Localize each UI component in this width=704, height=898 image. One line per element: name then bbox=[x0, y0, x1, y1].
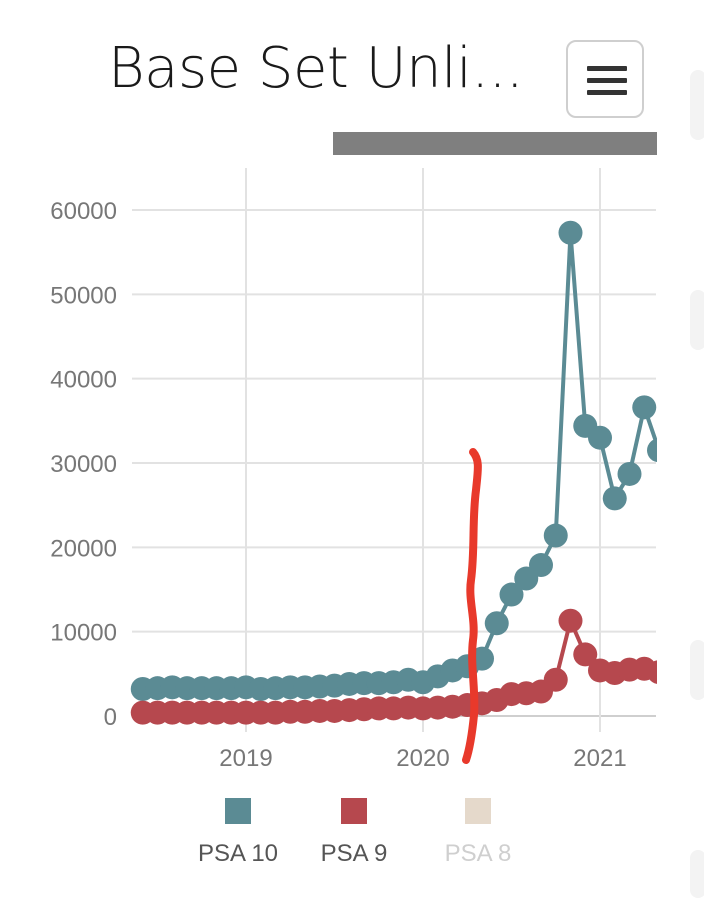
legend-swatch-psa-10 bbox=[225, 798, 251, 824]
plot-clip-mask bbox=[657, 160, 687, 740]
edge-shadow bbox=[690, 70, 704, 140]
data-point[interactable] bbox=[573, 642, 598, 667]
data-point[interactable] bbox=[529, 553, 553, 578]
x-tick-label: 2020 bbox=[396, 745, 449, 772]
legend-label-psa-9: PSA 9 bbox=[320, 840, 388, 867]
data-point[interactable] bbox=[588, 425, 612, 450]
series-psa-10 bbox=[130, 220, 671, 702]
y-tick-label: 60000 bbox=[50, 198, 117, 225]
data-point[interactable] bbox=[484, 611, 509, 636]
x-tick-label: 2021 bbox=[573, 745, 626, 772]
y-tick-label: 30000 bbox=[50, 451, 117, 478]
series-psa-9 bbox=[130, 608, 671, 725]
legend-swatch-psa-8 bbox=[465, 798, 491, 824]
y-tick-label: 0 bbox=[104, 704, 117, 731]
y-tick-label: 40000 bbox=[50, 367, 117, 394]
legend-swatch-psa-9 bbox=[341, 798, 367, 824]
data-point[interactable] bbox=[558, 608, 583, 633]
legend-item-psa-8[interactable]: PSA 8 bbox=[438, 798, 518, 868]
edge-shadow bbox=[690, 290, 704, 350]
legend-label-psa-8: PSA 8 bbox=[444, 840, 512, 867]
data-point[interactable] bbox=[543, 667, 568, 692]
range-scrollbar[interactable] bbox=[333, 132, 657, 155]
legend-item-psa-10[interactable]: PSA 10 bbox=[178, 798, 298, 868]
page-title: Base Set Unli... bbox=[108, 36, 524, 101]
edge-shadow bbox=[690, 850, 704, 898]
hand-drawn-annotation-line bbox=[462, 448, 482, 764]
legend-label-psa-10: PSA 10 bbox=[197, 840, 279, 867]
x-axis-ticks: 2019 2020 2021 bbox=[219, 745, 626, 772]
y-axis-ticks: 0 10000 20000 30000 40000 50000 60000 bbox=[50, 198, 117, 731]
y-tick-label: 50000 bbox=[50, 282, 117, 309]
data-point[interactable] bbox=[602, 486, 627, 511]
data-point[interactable] bbox=[499, 582, 524, 607]
legend-item-psa-9[interactable]: PSA 9 bbox=[314, 798, 394, 868]
edge-shadow bbox=[690, 640, 704, 700]
data-point[interactable] bbox=[543, 523, 568, 548]
data-point[interactable] bbox=[617, 461, 642, 486]
series-layer bbox=[130, 220, 671, 725]
data-point[interactable] bbox=[632, 395, 657, 420]
menu-button[interactable] bbox=[566, 40, 644, 118]
y-tick-label: 10000 bbox=[50, 620, 117, 647]
y-tick-label: 20000 bbox=[50, 535, 117, 562]
grid-lines bbox=[132, 168, 656, 732]
x-tick-label: 2019 bbox=[219, 745, 272, 772]
data-point[interactable] bbox=[558, 220, 583, 245]
